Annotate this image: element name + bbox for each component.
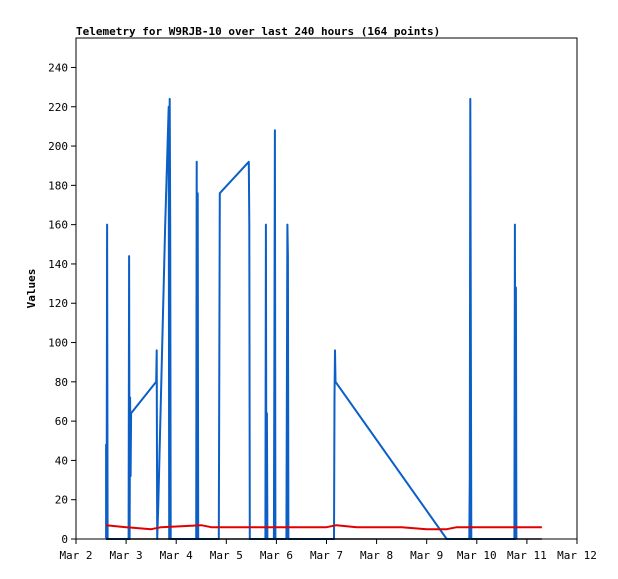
plot-area [75,37,578,540]
y-tick-label: 0 [61,533,68,546]
x-axis: Mar 2 Mar 3 Mar 4 Mar 5 Mar 6 Mar 7 Mar 8 Mar 9… [59,539,597,562]
y-axis-label: Values [25,269,38,309]
x-tick-label: Mar 7 [310,549,343,562]
series-line-1 [106,524,542,531]
y-tick-label: 80 [55,376,68,389]
series-line-0 [105,97,518,540]
x-tick-label: Mar 11 [507,549,547,562]
y-tick-label: 60 [55,415,68,428]
x-tick-label: Mar 12 [557,549,597,562]
x-tick-label: Mar 5 [210,549,243,562]
y-tick-label: 240 [48,61,68,74]
x-tick-label: Mar 8 [360,549,393,562]
x-tick-label: Mar 6 [260,549,293,562]
y-tick-label: 220 [48,101,68,114]
y-tick-label: 160 [48,219,68,232]
x-tick-label: Mar 10 [457,549,497,562]
y-tick-label: 140 [48,258,68,271]
chart-title: Telemetry for W9RJB-10 over last 240 hou… [76,25,440,38]
y-tick-label: 40 [55,454,68,467]
y-tick-label: 120 [48,297,68,310]
y-tick-label: 20 [55,494,68,507]
x-tick-label: Mar 2 [59,549,92,562]
series-group [105,97,542,540]
y-axis: 0 20 40 60 80 100 120 140 160 180 200 220 240 [48,61,76,546]
y-tick-label: 100 [48,337,68,350]
y-tick-label: 180 [48,179,68,192]
x-tick-label: Mar 9 [410,549,443,562]
y-tick-label: 200 [48,140,68,153]
x-tick-label: Mar 3 [110,549,143,562]
x-tick-label: Mar 4 [160,549,193,562]
